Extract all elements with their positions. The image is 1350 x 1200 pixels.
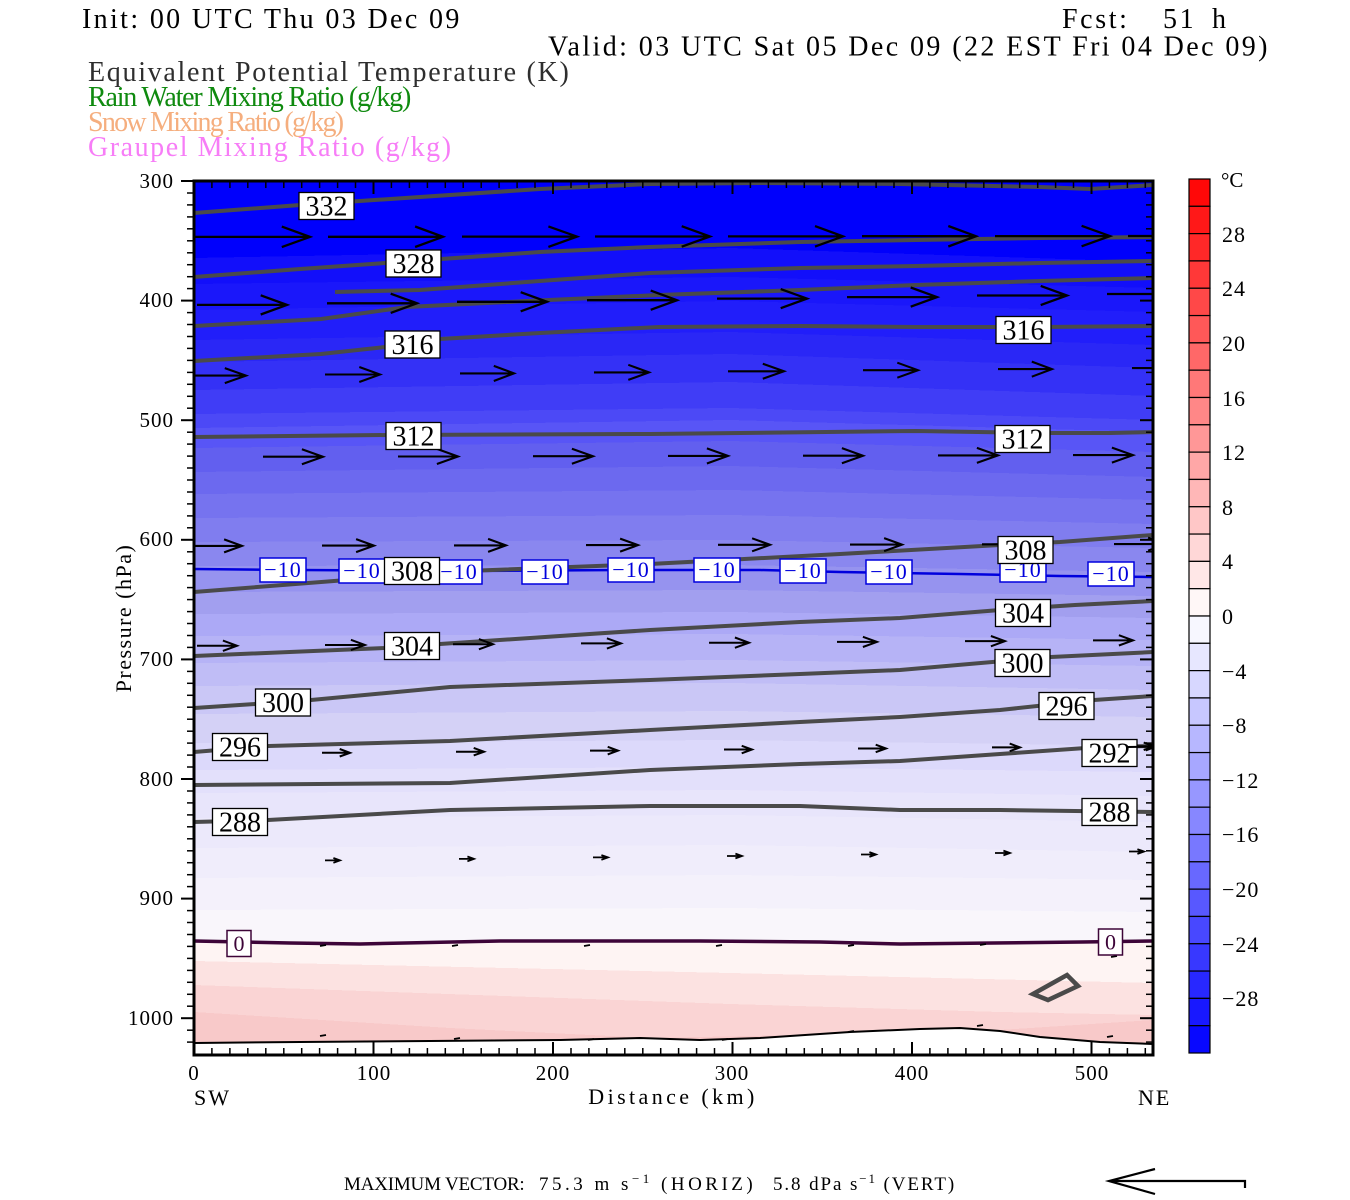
svg-text:1000: 1000	[128, 1006, 174, 1030]
svg-text:0: 0	[188, 1061, 200, 1085]
svg-text:308: 308	[391, 557, 433, 588]
svg-text:308: 308	[1005, 536, 1047, 567]
svg-text:51: 51	[1163, 4, 1196, 35]
svg-text:−10: −10	[870, 559, 907, 584]
svg-text:SW: SW	[194, 1085, 231, 1110]
svg-text:28: 28	[1222, 222, 1246, 247]
svg-text:−10: −10	[440, 559, 477, 584]
svg-text:316: 316	[1003, 316, 1045, 347]
svg-text:Pressure (hPa): Pressure (hPa)	[111, 544, 136, 693]
svg-text:0: 0	[1105, 930, 1116, 955]
svg-text:0: 0	[1222, 604, 1234, 629]
svg-text:8: 8	[1222, 495, 1234, 520]
svg-text:400: 400	[140, 288, 175, 312]
svg-text:292: 292	[1089, 739, 1131, 770]
svg-text:300: 300	[140, 169, 175, 193]
svg-text:−10: −10	[526, 559, 563, 584]
svg-text:Init: 00 UTC Thu 03 Dec 09: Init: 00 UTC Thu 03 Dec 09	[82, 4, 462, 35]
svg-text:h: h	[1212, 4, 1226, 35]
svg-text:−10: −10	[698, 557, 735, 582]
svg-text:288: 288	[219, 808, 261, 839]
svg-text:NE: NE	[1138, 1085, 1171, 1110]
svg-text:500: 500	[1075, 1061, 1110, 1085]
svg-text:Snow Mixing Ratio (g/kg): Snow Mixing Ratio (g/kg)	[88, 107, 344, 138]
svg-text:Equivalent Potential Temperatu: Equivalent Potential Temperature (K)	[88, 57, 570, 88]
svg-text:−20: −20	[1222, 877, 1259, 902]
svg-text:304: 304	[391, 632, 433, 663]
svg-text:316: 316	[392, 330, 434, 361]
svg-text:328: 328	[393, 249, 435, 280]
svg-text:312: 312	[1002, 425, 1044, 456]
svg-text:200: 200	[536, 1061, 571, 1085]
svg-text:700: 700	[140, 647, 175, 671]
svg-text:−10: −10	[1092, 561, 1129, 586]
svg-text:600: 600	[140, 527, 175, 551]
svg-text:300: 300	[1002, 649, 1044, 680]
svg-text:4: 4	[1222, 549, 1234, 574]
svg-text:800: 800	[140, 767, 175, 791]
svg-text:−4: −4	[1222, 659, 1247, 684]
svg-text:16: 16	[1222, 386, 1246, 411]
svg-text:312: 312	[393, 422, 435, 453]
svg-text:300: 300	[715, 1061, 750, 1085]
svg-text:Distance (km): Distance (km)	[588, 1084, 757, 1109]
svg-text:75.3 m s−1 (HORIZ): 75.3 m s−1 (HORIZ)	[539, 1171, 756, 1195]
svg-text:°C: °C	[1221, 168, 1243, 192]
svg-text:12: 12	[1222, 440, 1246, 465]
svg-text:288: 288	[1089, 798, 1131, 829]
svg-text:0: 0	[234, 931, 245, 956]
svg-text:500: 500	[140, 408, 175, 432]
svg-text:332: 332	[306, 192, 348, 223]
svg-text:−12: −12	[1222, 768, 1259, 793]
svg-text:5.8 dPa s−1 (VERT): 5.8 dPa s−1 (VERT)	[773, 1171, 956, 1195]
svg-text:−28: −28	[1222, 986, 1259, 1011]
svg-text:304: 304	[1002, 599, 1044, 630]
svg-text:−8: −8	[1222, 713, 1247, 738]
svg-text:296: 296	[219, 733, 261, 764]
svg-text:Graupel Mixing Ratio (g/kg): Graupel Mixing Ratio (g/kg)	[88, 132, 453, 163]
svg-text:−10: −10	[264, 557, 301, 582]
svg-text:296: 296	[1046, 692, 1088, 723]
svg-text:900: 900	[140, 886, 175, 910]
svg-text:MAXIMUM VECTOR:: MAXIMUM VECTOR:	[344, 1174, 525, 1195]
svg-text:−16: −16	[1222, 822, 1259, 847]
svg-text:20: 20	[1222, 331, 1246, 356]
svg-text:−10: −10	[784, 558, 821, 583]
svg-text:Fcst:: Fcst:	[1062, 4, 1129, 35]
svg-text:−10: −10	[343, 558, 380, 583]
svg-text:Rain Water Mixing Ratio (g/kg): Rain Water Mixing Ratio (g/kg)	[88, 82, 411, 113]
svg-text:24: 24	[1222, 276, 1246, 301]
svg-text:300: 300	[262, 688, 304, 719]
svg-text:−24: −24	[1222, 932, 1259, 957]
svg-text:100: 100	[357, 1061, 392, 1085]
svg-text:400: 400	[895, 1061, 930, 1085]
svg-text:Valid: 03 UTC Sat 05 Dec 09 (2: Valid: 03 UTC Sat 05 Dec 09 (22 EST Fri …	[548, 32, 1270, 63]
svg-text:−10: −10	[612, 557, 649, 582]
